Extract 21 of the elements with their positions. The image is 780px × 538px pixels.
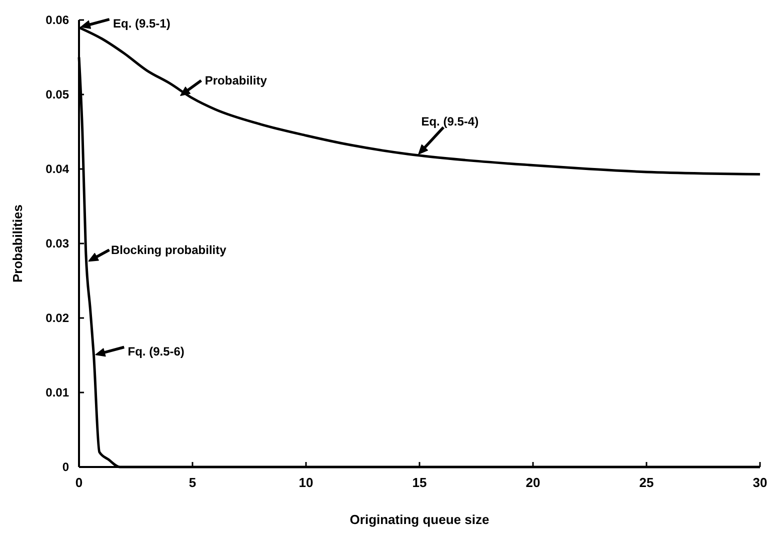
y-tick-label: 0.06 [46, 13, 70, 27]
x-tick-label: 0 [75, 475, 83, 490]
annotation: Probability [204, 74, 268, 88]
annotation: Blocking probability [110, 243, 227, 258]
annotation: Eq. (9.5-1) [113, 16, 170, 30]
x-tick-label: 10 [298, 475, 314, 490]
annotation: Eq. (9.5-4) [421, 114, 479, 129]
x-tick-label: 30 [752, 475, 768, 490]
y-tick-label: 0.01 [46, 386, 70, 400]
x-tick-label: 15 [412, 475, 427, 490]
x-tick-label: 25 [639, 475, 654, 490]
x-tick-label: 5 [188, 475, 196, 490]
y-axis-title: Probabilities [10, 204, 25, 283]
annotation: Fq. (9.5-6) [128, 344, 184, 358]
x-tick-label: 20 [526, 475, 540, 490]
y-tick-label: 0.04 [46, 162, 70, 176]
y-tick-label: 0 [62, 460, 70, 474]
y-tick-label: 0.03 [46, 236, 70, 250]
y-tick-label: 0.02 [46, 311, 70, 325]
y-tick-label: 0.05 [46, 88, 70, 102]
x-axis-title: Originating queue size [350, 512, 490, 527]
